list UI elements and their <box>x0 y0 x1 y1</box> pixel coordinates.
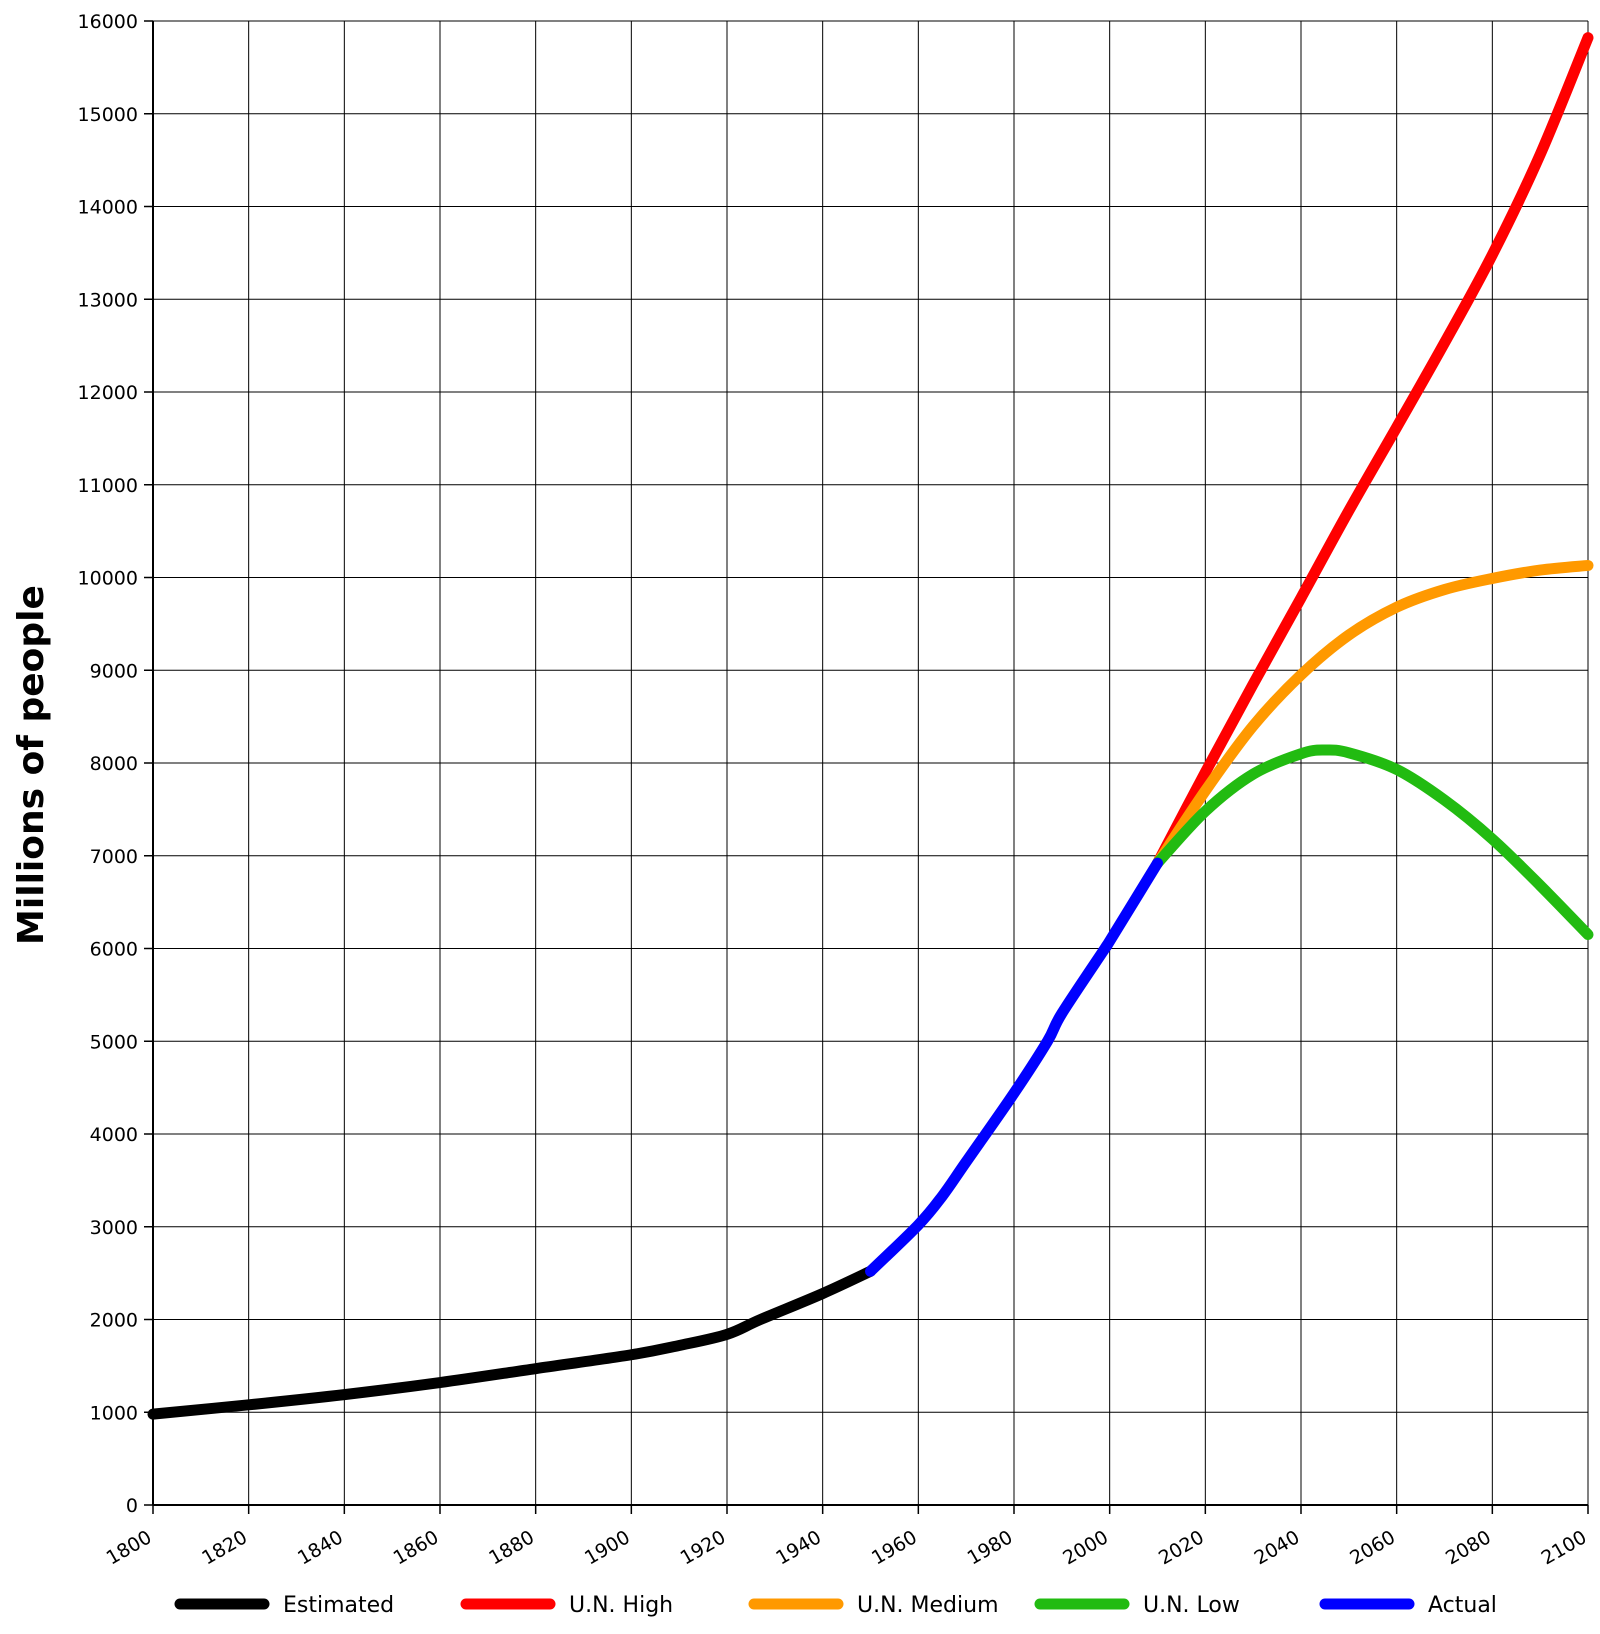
series-line-u-n-low <box>1152 744 1594 941</box>
y-tick-label: 14000 <box>78 197 138 219</box>
x-tick-label: 1960 <box>868 1526 921 1569</box>
x-tick-label: 2100 <box>1538 1526 1591 1569</box>
axes <box>144 20 1589 1514</box>
y-tick-label: 15000 <box>78 104 138 126</box>
x-tick-label: 1880 <box>485 1526 538 1569</box>
y-tick-labels: 0 1000 2000 3000 4000 5000 6000 7000 8000 9000 100… <box>78 11 138 1517</box>
y-tick-label: 4000 <box>90 1124 138 1146</box>
legend-label-u-n-low: U.N. Low <box>1143 1593 1240 1618</box>
y-tick-label: 0 <box>126 1495 138 1517</box>
x-tick-label: 2020 <box>1155 1526 1208 1569</box>
series-layer <box>147 32 1594 1420</box>
y-tick-label: 8000 <box>90 753 138 775</box>
series-line-u-n-high <box>1152 32 1594 869</box>
x-tick-label: 2040 <box>1251 1526 1304 1569</box>
y-tick-label: 1000 <box>90 1402 138 1424</box>
y-tick-label: 13000 <box>78 289 138 311</box>
y-axis-label: Millions of people <box>11 585 52 945</box>
y-tick-label: 3000 <box>90 1217 138 1239</box>
legend-label-actual: Actual <box>1428 1593 1497 1618</box>
y-tick-label: 6000 <box>90 939 138 961</box>
x-tick-label: 1980 <box>964 1526 1017 1569</box>
y-tick-label: 2000 <box>90 1310 138 1332</box>
legend-label-estimated: Estimated <box>283 1593 394 1618</box>
x-tick-label: 1840 <box>294 1526 347 1569</box>
x-tick-label: 1800 <box>103 1526 156 1569</box>
y-tick-label: 9000 <box>90 660 138 682</box>
grid <box>152 20 1589 1506</box>
series-line-u-n-medium <box>1152 559 1594 869</box>
x-tick-label: 1860 <box>390 1526 443 1569</box>
x-tick-label: 2080 <box>1442 1526 1495 1569</box>
legend-label-u-n-high: U.N. High <box>569 1593 673 1618</box>
legend-label-u-n-medium: U.N. Medium <box>857 1593 999 1618</box>
y-tick-label: 5000 <box>90 1031 138 1053</box>
x-tick-labels: 1800 1820 1840 1860 1880 1900 1920 1940 1960 1980… <box>103 1526 1591 1569</box>
x-tick-label: 2000 <box>1059 1526 1112 1569</box>
x-tick-label: 1900 <box>581 1526 634 1569</box>
series-line-estimated <box>147 1265 876 1420</box>
x-tick-label: 2060 <box>1346 1526 1399 1569</box>
x-tick-label: 1820 <box>198 1526 251 1569</box>
y-tick-label: 10000 <box>78 568 138 590</box>
y-tick-label: 11000 <box>78 475 138 497</box>
legend: Estimated U.N. High U.N. Medium U.N. Low Act… <box>174 1593 1497 1618</box>
x-tick-label: 1920 <box>677 1526 730 1569</box>
y-tick-label: 7000 <box>90 846 138 868</box>
y-tick-label: 12000 <box>78 382 138 404</box>
y-tick-label: 16000 <box>78 11 138 33</box>
series-line-actual <box>865 857 1163 1277</box>
x-tick-label: 1940 <box>772 1526 825 1569</box>
